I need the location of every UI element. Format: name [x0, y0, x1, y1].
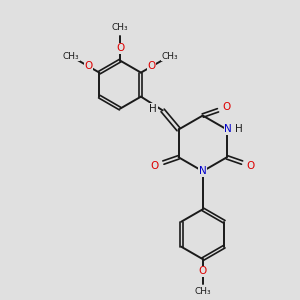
Text: N: N: [224, 124, 232, 134]
Text: O: O: [116, 43, 124, 53]
Text: N: N: [199, 166, 207, 176]
Text: CH₃: CH₃: [63, 52, 79, 61]
Text: H: H: [235, 124, 243, 134]
Text: CH₃: CH₃: [161, 52, 178, 61]
Text: O: O: [85, 61, 93, 71]
Text: O: O: [247, 160, 255, 170]
Text: O: O: [199, 266, 207, 276]
Text: O: O: [151, 160, 159, 170]
Text: CH₃: CH₃: [112, 23, 128, 32]
Text: H: H: [149, 104, 157, 114]
Text: O: O: [223, 102, 231, 112]
Text: O: O: [148, 61, 156, 71]
Text: CH₃: CH₃: [194, 287, 211, 296]
